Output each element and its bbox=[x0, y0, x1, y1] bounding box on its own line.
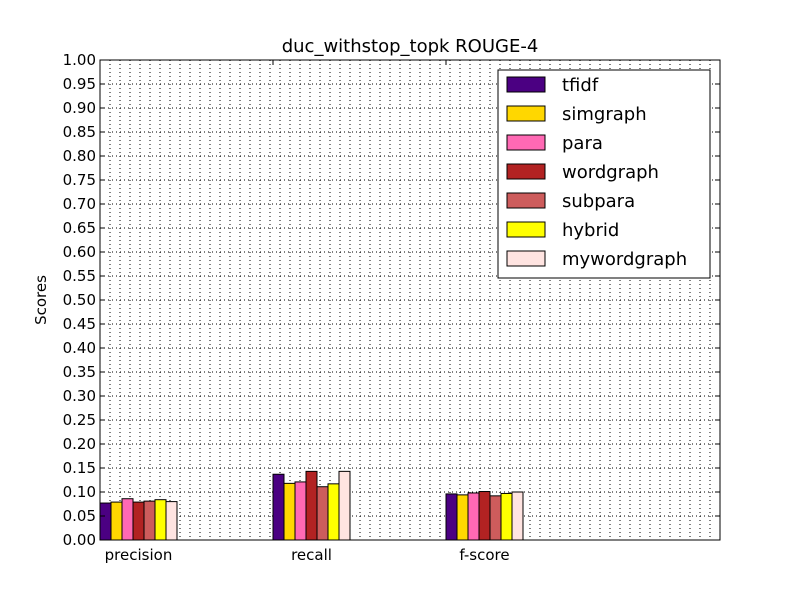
legend-swatch-simgraph bbox=[506, 105, 546, 122]
bar-para-precision bbox=[121, 498, 134, 541]
x-tick-label: recall bbox=[291, 546, 332, 564]
bar-subpara-f-score bbox=[489, 495, 502, 541]
bar-para-f-score bbox=[467, 492, 480, 541]
y-tick-label: 0.95 bbox=[63, 75, 96, 93]
bar-mywordgraph-precision bbox=[165, 501, 178, 541]
bar-simgraph-recall bbox=[283, 482, 296, 541]
y-tick-label: 0.50 bbox=[63, 291, 96, 309]
bar-hybrid-precision bbox=[154, 499, 167, 541]
legend-label-wordgraph: wordgraph bbox=[562, 162, 659, 183]
y-tick-label: 0.10 bbox=[63, 483, 96, 501]
bar-mywordgraph-f-score bbox=[511, 491, 524, 541]
bar-para-recall bbox=[294, 481, 307, 541]
legend: tfidf simgraph para wordgraph subpara hybrid m… bbox=[497, 69, 711, 279]
bar-wordgraph-recall bbox=[305, 470, 318, 541]
bar-subpara-precision bbox=[143, 500, 156, 541]
legend-swatch-hybrid bbox=[506, 221, 546, 238]
bar-subpara-recall bbox=[316, 486, 329, 541]
y-tick-label: 0.55 bbox=[63, 267, 96, 285]
legend-label-mywordgraph: mywordgraph bbox=[562, 249, 687, 270]
y-tick-label: 0.60 bbox=[63, 243, 96, 261]
y-axis-label: Scores bbox=[32, 275, 50, 325]
y-tick-label: 0.75 bbox=[63, 171, 96, 189]
y-tick-label: 1.00 bbox=[63, 51, 96, 69]
bar-tfidf-precision bbox=[99, 502, 112, 541]
legend-label-tfidf: tfidf bbox=[562, 75, 599, 96]
y-tick-label: 0.70 bbox=[63, 195, 96, 213]
y-tick-label: 0.05 bbox=[63, 507, 96, 525]
legend-label-para: para bbox=[562, 133, 603, 154]
chart-title: duc_withstop_topk ROUGE-4 bbox=[282, 36, 539, 57]
axis-ticks: 0.00 0.05 0.10 0.15 0.20 0.25 0.30 0.35 0.40 0.45… bbox=[63, 51, 720, 564]
legend-swatch-para bbox=[506, 134, 546, 151]
bar-simgraph-f-score bbox=[456, 494, 469, 541]
y-tick-label: 0.30 bbox=[63, 387, 96, 405]
bar-hybrid-f-score bbox=[500, 492, 513, 541]
x-tick-label: f-score bbox=[459, 546, 509, 564]
bar-wordgraph-f-score bbox=[478, 491, 491, 541]
legend-label-hybrid: hybrid bbox=[562, 220, 619, 241]
legend-swatch-wordgraph bbox=[506, 163, 546, 180]
bar-mywordgraph-recall bbox=[338, 470, 351, 541]
y-tick-label: 0.80 bbox=[63, 147, 96, 165]
legend-label-simgraph: simgraph bbox=[562, 104, 647, 125]
legend-label-subpara: subpara bbox=[562, 191, 635, 212]
y-tick-label: 0.35 bbox=[63, 363, 96, 381]
y-tick-label: 0.40 bbox=[63, 339, 96, 357]
y-tick-label: 0.65 bbox=[63, 219, 96, 237]
bar-wordgraph-precision bbox=[132, 501, 145, 541]
bar-tfidf-f-score bbox=[445, 493, 458, 541]
y-tick-label: 0.90 bbox=[63, 99, 96, 117]
legend-box bbox=[497, 69, 711, 279]
y-tick-label: 0.45 bbox=[63, 315, 96, 333]
y-tick-label: 0.15 bbox=[63, 459, 96, 477]
bar-tfidf-recall bbox=[272, 473, 285, 541]
legend-swatch-tfidf bbox=[506, 76, 546, 93]
y-tick-label: 0.20 bbox=[63, 435, 96, 453]
y-tick-label: 0.25 bbox=[63, 411, 96, 429]
bars bbox=[99, 470, 524, 541]
x-tick-label: precision bbox=[105, 546, 173, 564]
y-tick-label: 0.00 bbox=[63, 531, 96, 549]
y-tick-label: 0.85 bbox=[63, 123, 96, 141]
legend-swatch-subpara bbox=[506, 192, 546, 209]
bar-hybrid-recall bbox=[327, 483, 340, 541]
legend-swatch-mywordgraph bbox=[506, 250, 546, 267]
bar-simgraph-precision bbox=[110, 501, 123, 541]
